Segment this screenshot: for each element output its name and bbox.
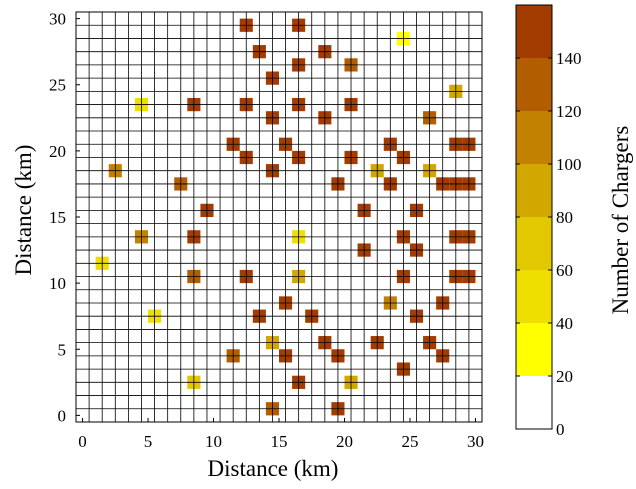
- colorbar-title: Number of Chargers: [608, 126, 633, 315]
- y-tick-label: 25: [49, 76, 66, 95]
- x-axis-ticks: 0 5 10 15 20 25 30: [78, 418, 484, 451]
- colorbar-tick-label: 60: [556, 261, 573, 280]
- colorbar-band: [516, 58, 552, 111]
- y-axis-title: Distance (km): [11, 145, 36, 276]
- x-tick-label: 25: [401, 432, 418, 451]
- y-axis-ticks: 0 5 10 15 20 25 30: [49, 10, 80, 425]
- y-tick-label: 30: [49, 10, 66, 29]
- colorbar-ticks: 0 20 40 60 80 100 120 140: [516, 49, 582, 439]
- colorbar-band: [516, 323, 552, 376]
- colorbar-band: [516, 217, 552, 270]
- colorbar-band: [516, 111, 552, 164]
- colorbar-band: [516, 376, 552, 429]
- x-tick-label: 0: [78, 432, 87, 451]
- colorbar-tick-label: 140: [556, 49, 582, 68]
- x-tick-label: 20: [336, 432, 353, 451]
- x-axis-title: Distance (km): [208, 456, 339, 481]
- colorbar-tick-label: 80: [556, 208, 573, 227]
- y-tick-label: 10: [49, 274, 66, 293]
- y-tick-label: 15: [49, 208, 66, 227]
- y-tick-label: 0: [58, 406, 67, 425]
- colorbar: 0 20 40 60 80 100 120 140: [515, 4, 582, 439]
- colorbar-bands: [516, 5, 552, 429]
- colorbar-band: [516, 270, 552, 323]
- colorbar-tick-label: 20: [556, 367, 573, 386]
- x-tick-label: 5: [144, 432, 153, 451]
- y-tick-label: 5: [58, 340, 67, 359]
- grid-lines: [75, 12, 482, 423]
- colorbar-tick-label: 40: [556, 314, 573, 333]
- x-tick-label: 15: [271, 432, 288, 451]
- colorbar-band: [516, 5, 552, 58]
- plot-area: 0 5 10 15 20 25 30 0 5 10 15 20 25 30: [49, 10, 484, 451]
- x-tick-label: 30: [467, 432, 484, 451]
- colorbar-tick-label: 120: [556, 102, 582, 121]
- y-tick-label: 20: [49, 142, 66, 161]
- x-tick-label: 10: [205, 432, 222, 451]
- colorbar-band: [516, 164, 552, 217]
- colorbar-tick-label: 0: [556, 420, 565, 439]
- colorbar-tick-label: 100: [556, 155, 582, 174]
